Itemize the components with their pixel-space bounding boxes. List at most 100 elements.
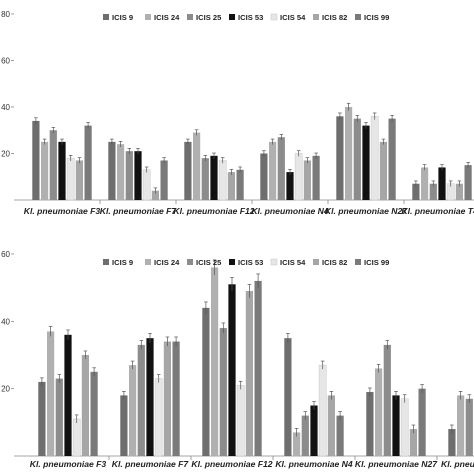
bar <box>84 125 92 200</box>
y-tick-label: 40 <box>1 103 10 112</box>
bar <box>146 338 154 456</box>
bar <box>227 172 235 200</box>
bar <box>184 141 192 200</box>
y-tick-label: 40 <box>1 317 10 326</box>
bar <box>310 405 318 456</box>
category-label: Kl. pneumoniae N4 <box>275 459 353 469</box>
category-label: Kl. pneumoniae F12 <box>173 206 254 216</box>
bar <box>400 398 409 457</box>
legend-swatch <box>103 14 109 20</box>
bar <box>269 141 277 200</box>
legend-swatch <box>103 259 109 265</box>
bar <box>55 378 63 456</box>
y-tick-label: 80 <box>1 10 10 19</box>
legend-swatch <box>313 14 319 20</box>
bar <box>448 429 456 456</box>
legend-label: ICIS 24 <box>154 13 180 22</box>
legend-swatch <box>270 258 278 266</box>
bar <box>455 183 463 200</box>
bar <box>108 141 116 200</box>
category-label: Kl. pneumoniae N27 <box>355 459 438 469</box>
category-label: Kl. pneumoniae <box>441 459 474 469</box>
legend-swatch <box>355 14 361 20</box>
bar <box>236 385 245 457</box>
category-label: Kl. pneumoniae F3 <box>30 459 107 469</box>
bar <box>219 328 227 456</box>
legend-label: ICIS 9 <box>112 258 133 267</box>
legend-swatch <box>355 259 361 265</box>
bar <box>284 338 292 456</box>
bar <box>370 116 379 201</box>
bar <box>383 344 391 456</box>
bar <box>457 395 465 456</box>
bar <box>345 107 353 200</box>
bar <box>154 378 163 457</box>
legend-label: ICIS 99 <box>364 258 389 267</box>
legend-swatch <box>229 259 235 265</box>
category-label: Kl. pneumoniae F3 <box>24 206 101 216</box>
bar <box>134 151 142 200</box>
legend-label: ICIS 99 <box>364 13 389 22</box>
bar <box>38 381 46 456</box>
bar <box>412 183 420 200</box>
bar <box>129 365 137 456</box>
legend-swatch <box>313 259 319 265</box>
bar <box>301 415 309 456</box>
legend-swatch <box>145 259 151 265</box>
y-tick-label: 60 <box>1 250 10 259</box>
bar <box>160 160 168 200</box>
legend-swatch <box>187 259 193 265</box>
bar <box>294 153 303 201</box>
bar <box>201 158 209 200</box>
bar <box>388 118 396 200</box>
category-label: Kl. pneumoniae N4 <box>251 206 329 216</box>
bar <box>64 334 72 456</box>
legend-swatch <box>187 14 193 20</box>
bar <box>125 151 133 200</box>
bar <box>120 395 128 456</box>
bar <box>409 429 417 456</box>
bar <box>353 118 361 200</box>
bar <box>245 291 253 456</box>
bar <box>421 167 429 200</box>
category-label: Kl. pneumoniae F7 <box>112 459 190 469</box>
legend-swatch <box>145 14 151 20</box>
bar <box>66 157 75 201</box>
legend-label: ICIS 9 <box>112 13 133 22</box>
bar <box>210 155 218 200</box>
bar <box>117 144 125 200</box>
bar <box>312 155 320 200</box>
bar <box>58 141 66 200</box>
bar <box>429 183 437 200</box>
bar <box>379 141 387 200</box>
bar <box>336 116 344 200</box>
bar <box>277 137 285 200</box>
bar <box>260 153 268 200</box>
legend-label: ICIS 25 <box>196 13 222 22</box>
legend-label: ICIS 54 <box>280 258 306 267</box>
bar <box>32 120 40 200</box>
bar <box>438 167 446 200</box>
bar <box>47 331 55 456</box>
bar <box>418 388 426 456</box>
bar <box>90 371 98 456</box>
bar <box>254 280 262 456</box>
bar <box>375 368 383 456</box>
legend-label: ICIS 82 <box>322 258 347 267</box>
bar <box>151 190 159 200</box>
legend-label: ICIS 53 <box>238 258 263 267</box>
bar <box>163 341 171 456</box>
legend-label: ICIS 24 <box>154 258 180 267</box>
bar <box>362 125 370 200</box>
y-tick-label: 20 <box>1 385 10 394</box>
legend-swatch <box>229 14 235 20</box>
legend-label: ICIS 54 <box>280 13 306 22</box>
bar <box>327 395 335 456</box>
bar <box>72 418 81 457</box>
bar <box>286 172 294 200</box>
legend-label: ICIS 53 <box>238 13 263 22</box>
bar <box>464 165 472 200</box>
bar <box>75 160 83 200</box>
legend-label: ICIS 25 <box>196 258 222 267</box>
